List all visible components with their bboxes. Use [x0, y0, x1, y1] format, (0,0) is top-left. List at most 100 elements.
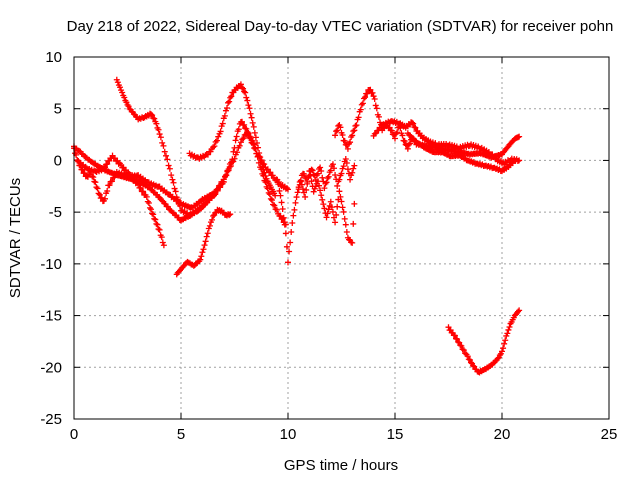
data-point — [164, 156, 171, 163]
data-point — [159, 239, 166, 246]
chart-title: Day 218 of 2022, Sidereal Day-to-day VTE… — [67, 18, 614, 35]
data-point — [409, 119, 416, 126]
data-point — [319, 174, 326, 181]
data-point — [505, 326, 512, 333]
data-point — [308, 178, 315, 185]
data-point — [153, 120, 160, 127]
data-point — [158, 234, 165, 241]
data-point — [102, 195, 109, 202]
x-axis-label: GPS time / hours — [284, 457, 398, 474]
axis-ticks: 0 5 10 15 20 25 -25 -20 -15 -10 -5 0 5 10 — [40, 49, 617, 443]
data-point — [515, 308, 522, 315]
data-point — [213, 186, 220, 193]
data-point — [372, 102, 379, 109]
data-point — [370, 93, 377, 100]
data-point — [247, 110, 254, 117]
data-point — [249, 119, 256, 126]
data-point — [255, 144, 262, 151]
data-point — [304, 178, 311, 185]
data-point — [204, 230, 211, 237]
data-point — [217, 128, 224, 135]
data-point — [207, 148, 214, 155]
data-point — [310, 188, 317, 195]
data-point — [332, 219, 339, 226]
data-point — [281, 221, 288, 228]
data-point — [272, 192, 279, 199]
y-tick-label: 10 — [45, 49, 62, 66]
data-point — [227, 163, 234, 170]
data-point — [243, 94, 250, 101]
data-point — [333, 128, 340, 135]
data-point — [351, 200, 358, 207]
data-point — [506, 323, 513, 330]
data-point — [277, 213, 284, 220]
data-point — [327, 198, 334, 205]
data-point — [350, 128, 357, 135]
data-series-sat-j — [370, 117, 523, 168]
data-point — [264, 166, 271, 173]
data-point — [237, 139, 244, 146]
data-point — [215, 133, 222, 140]
data-point — [282, 230, 289, 237]
data-point — [233, 133, 240, 140]
data-point — [406, 140, 413, 147]
data-point — [323, 179, 330, 186]
data-point — [288, 229, 295, 236]
y-tick-label: -20 — [40, 359, 62, 376]
data-point — [108, 178, 115, 185]
y-tick-label: 5 — [54, 101, 62, 118]
data-point — [156, 131, 163, 138]
grid-lines — [74, 57, 609, 419]
data-point — [289, 219, 296, 226]
data-point — [249, 138, 256, 145]
data-series-sat-l — [445, 307, 523, 376]
data-point — [459, 346, 466, 353]
data-point — [405, 141, 412, 148]
data-point — [275, 181, 282, 188]
data-point — [373, 105, 380, 112]
data-point — [220, 176, 227, 183]
data-point — [309, 167, 316, 174]
data-point — [210, 144, 217, 151]
x-tick-label: 15 — [387, 426, 404, 443]
data-point — [257, 154, 264, 161]
y-tick-label: -5 — [49, 204, 62, 221]
data-point — [170, 179, 177, 186]
data-point — [294, 189, 301, 196]
data-point — [144, 198, 151, 205]
data-point — [451, 332, 458, 339]
data-point — [297, 177, 304, 184]
data-point — [325, 206, 332, 213]
data-point — [202, 238, 209, 245]
data-point — [285, 186, 291, 193]
data-series-sat-k — [404, 130, 518, 175]
data-point — [241, 131, 248, 138]
data-point — [199, 249, 206, 256]
data-point — [362, 94, 369, 101]
data-point — [394, 129, 401, 136]
data-point — [227, 211, 234, 218]
data-point — [242, 89, 249, 96]
data-point — [166, 165, 173, 172]
data-point — [226, 163, 233, 170]
data-point — [251, 129, 258, 136]
data-point — [211, 143, 218, 150]
data-point — [197, 256, 204, 263]
data-point — [273, 206, 280, 213]
data-point — [333, 211, 340, 218]
data-point — [386, 124, 393, 131]
data-point — [410, 120, 417, 127]
data-point — [148, 206, 155, 213]
data-point — [516, 307, 523, 314]
data-point — [252, 134, 259, 141]
data-point — [287, 239, 294, 246]
data-point — [337, 124, 344, 131]
data-point — [317, 187, 324, 194]
y-tick-label: -15 — [40, 308, 62, 325]
data-point — [244, 97, 251, 104]
data-point — [347, 176, 354, 183]
data-point — [334, 182, 341, 189]
data-point — [318, 192, 325, 199]
data-point — [209, 216, 216, 223]
data-point — [357, 106, 364, 113]
